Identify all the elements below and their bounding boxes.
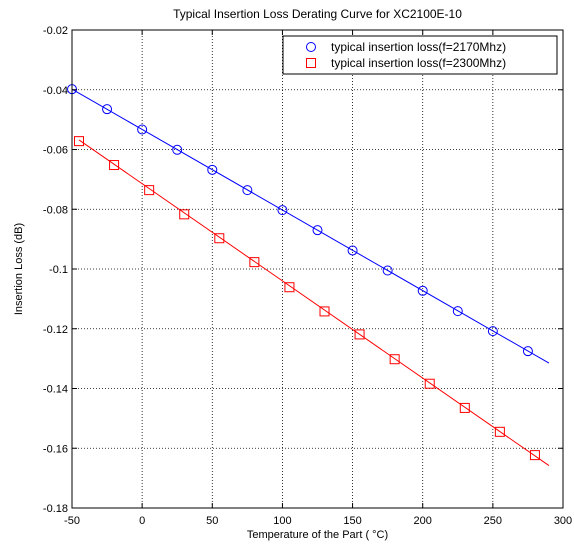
series-2 bbox=[74, 136, 550, 466]
x-tick-label: 250 bbox=[484, 515, 502, 527]
x-tick-label: 100 bbox=[273, 515, 291, 527]
series-2-point bbox=[529, 450, 540, 461]
legend-box bbox=[282, 35, 558, 75]
series-2-point bbox=[424, 378, 435, 389]
series-1-point bbox=[102, 104, 113, 115]
series-1-point bbox=[487, 326, 498, 337]
axis-ticks: -50 0 50 100 150 200 250 300 -0.02 -0.04 -0.06 -0.0… bbox=[43, 25, 572, 527]
y-tick-label: -0.08 bbox=[43, 204, 68, 216]
series-1-point bbox=[312, 225, 323, 236]
legend-marker-square-icon bbox=[306, 58, 316, 68]
y-tick-label: -0.18 bbox=[43, 503, 68, 515]
series-2-point bbox=[249, 257, 260, 268]
series-1-point bbox=[172, 144, 183, 155]
series-1-point bbox=[347, 245, 358, 256]
series-1-point bbox=[382, 265, 393, 276]
series-2-point bbox=[109, 160, 120, 171]
y-tick-label: -0.04 bbox=[43, 85, 68, 97]
series-2-point bbox=[179, 209, 190, 220]
series-2-point bbox=[214, 233, 225, 244]
x-tick-label: -50 bbox=[64, 515, 80, 527]
y-tick-label: -0.02 bbox=[43, 25, 68, 37]
x-tick-label: 150 bbox=[343, 515, 361, 527]
series-1-point bbox=[452, 306, 463, 317]
y-tick-label: -0.16 bbox=[43, 443, 68, 455]
legend-label: typical insertion loss(f=2300Mhz) bbox=[331, 56, 506, 70]
series-2-point bbox=[459, 402, 470, 413]
series-1-point bbox=[522, 346, 533, 357]
y-tick-label: -0.14 bbox=[43, 384, 68, 396]
series-2-point bbox=[284, 282, 295, 293]
y-tick-label: -0.12 bbox=[43, 324, 68, 336]
chart-title: Typical Insertion Loss Derating Curve fo… bbox=[173, 7, 462, 21]
series-1 bbox=[67, 84, 550, 364]
series-2-point bbox=[144, 185, 155, 196]
series-2-point bbox=[354, 329, 365, 340]
x-tick-label: 50 bbox=[206, 515, 218, 527]
grid bbox=[72, 30, 563, 508]
x-tick-label: 300 bbox=[554, 515, 572, 527]
series-1-point bbox=[242, 185, 253, 196]
series-2-line bbox=[78, 139, 550, 466]
y-tick-label: -0.1 bbox=[49, 264, 68, 276]
series-2-point bbox=[389, 354, 400, 365]
y-axis-label: Insertion Loss (dB) bbox=[13, 223, 25, 315]
x-axis-label: Temperature of the Part ( °C) bbox=[247, 529, 388, 541]
legend: typical insertion loss(f=2170Mhz) typical… bbox=[282, 35, 558, 75]
series-1-point bbox=[277, 205, 288, 216]
x-tick-label: 0 bbox=[139, 515, 145, 527]
series-1-point bbox=[417, 285, 428, 296]
series-2-point bbox=[319, 306, 330, 317]
series-layer bbox=[67, 84, 550, 466]
legend-marker-circle-icon bbox=[306, 42, 316, 52]
series-2-point bbox=[74, 136, 85, 147]
series-1-point bbox=[137, 124, 148, 135]
series-2-point bbox=[494, 426, 505, 437]
series-1-line bbox=[71, 88, 550, 364]
series-1-point bbox=[207, 164, 218, 175]
x-tick-label: 200 bbox=[414, 515, 432, 527]
y-tick-label: -0.06 bbox=[43, 145, 68, 157]
legend-label: typical insertion loss(f=2170Mhz) bbox=[331, 40, 506, 54]
